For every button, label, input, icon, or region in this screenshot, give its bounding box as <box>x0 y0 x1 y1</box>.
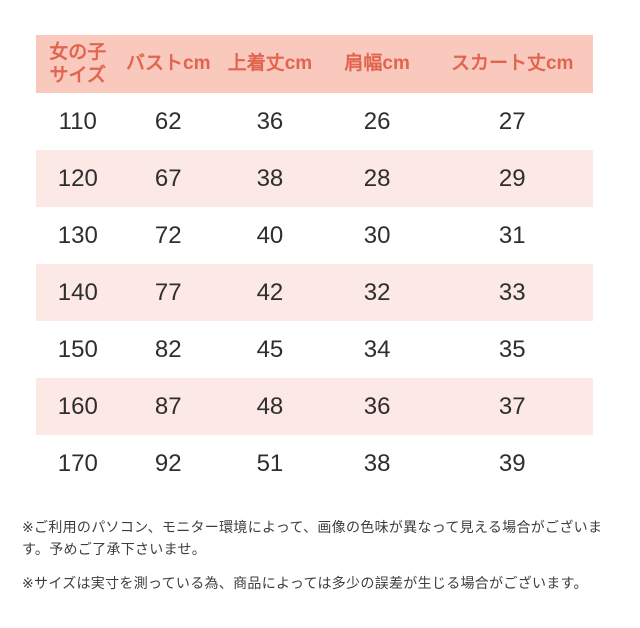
size-cell: 130 <box>36 207 120 264</box>
shoulder-cell: 26 <box>322 93 432 150</box>
table-row-140: 140 77 42 32 33 <box>36 264 593 321</box>
skirt-length-cell: 31 <box>431 207 593 264</box>
skirt-length-cell: 29 <box>431 150 593 207</box>
table-header-row: 女の子 サイズ バストcm 上着丈cm 肩幅cm スカート丈cm <box>36 35 593 93</box>
table-row-150: 150 82 45 34 35 <box>36 321 593 378</box>
top-length-cell: 51 <box>217 435 323 492</box>
bust-cell: 62 <box>119 93 218 150</box>
shoulder-cell: 38 <box>322 435 432 492</box>
note-monitor-line-2: す。予めご了承下さいませ。 <box>22 541 207 557</box>
note-measurement: ※サイズは実寸を測っている為、商品によっては多少の誤差が生じる場合がございます。 <box>22 575 588 591</box>
table-row-160: 160 87 48 36 37 <box>36 378 593 435</box>
bust-cell: 82 <box>119 321 218 378</box>
skirt-length-cell: 27 <box>431 93 593 150</box>
size-cell: 110 <box>36 93 120 150</box>
shoulder-cell: 32 <box>322 264 432 321</box>
header-top-length-cm: 上着丈cm <box>217 35 323 93</box>
shoulder-cell: 28 <box>322 150 432 207</box>
top-length-cell: 42 <box>217 264 323 321</box>
top-length-cell: 40 <box>217 207 323 264</box>
skirt-length-cell: 37 <box>431 378 593 435</box>
bust-cell: 87 <box>119 378 218 435</box>
skirt-length-cell: 35 <box>431 321 593 378</box>
size-cell: 140 <box>36 264 120 321</box>
top-length-cell: 36 <box>217 93 323 150</box>
table-row-130: 130 72 40 30 31 <box>36 207 593 264</box>
top-length-cell: 48 <box>217 378 323 435</box>
header-bust-cm: バストcm <box>119 35 218 93</box>
top-length-cell: 45 <box>217 321 323 378</box>
girls-size-table: 女の子 サイズ バストcm 上着丈cm 肩幅cm スカート丈cm 110 62 … <box>36 35 593 492</box>
bust-cell: 72 <box>119 207 218 264</box>
bust-cell: 92 <box>119 435 218 492</box>
table-row-120: 120 67 38 28 29 <box>36 150 593 207</box>
disclaimer-notes: ※ご利用のパソコン、モニター環境によって、画像の色味が異なって見える場合がござい… <box>22 516 624 594</box>
header-skirt-length-cm: スカート丈cm <box>431 35 593 93</box>
shoulder-cell: 30 <box>322 207 432 264</box>
header-shoulder-width-cm: 肩幅cm <box>322 35 432 93</box>
skirt-length-cell: 33 <box>431 264 593 321</box>
skirt-length-cell: 39 <box>431 435 593 492</box>
header-girl-size: 女の子 サイズ <box>36 35 120 93</box>
shoulder-cell: 34 <box>322 321 432 378</box>
size-cell: 170 <box>36 435 120 492</box>
bust-cell: 67 <box>119 150 218 207</box>
bust-cell: 77 <box>119 264 218 321</box>
size-cell: 160 <box>36 378 120 435</box>
size-cell: 120 <box>36 150 120 207</box>
note-monitor-line-1: ※ご利用のパソコン、モニター環境によって、画像の色味が異なって見える場合がござい… <box>22 519 603 535</box>
size-cell: 150 <box>36 321 120 378</box>
table-row-110: 110 62 36 26 27 <box>36 93 593 150</box>
top-length-cell: 38 <box>217 150 323 207</box>
table-row-170: 170 92 51 38 39 <box>36 435 593 492</box>
shoulder-cell: 36 <box>322 378 432 435</box>
